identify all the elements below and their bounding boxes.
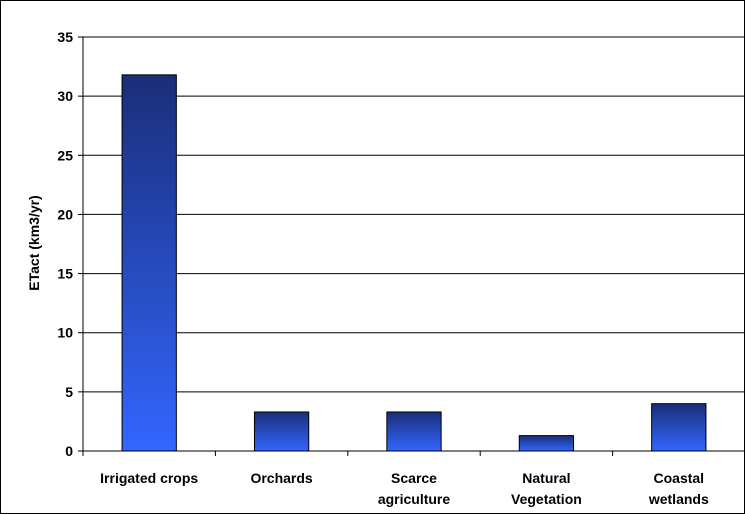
bar bbox=[386, 411, 442, 452]
y-tick-label: 15 bbox=[57, 266, 73, 282]
x-category-label: Scarce bbox=[391, 470, 437, 486]
y-axis-title: ETact (km3/yr) bbox=[26, 195, 42, 290]
bars bbox=[121, 74, 707, 452]
x-category-label: Orchards bbox=[250, 470, 312, 486]
x-category-label: Vegetation bbox=[511, 491, 582, 507]
axes bbox=[78, 36, 744, 456]
y-tick-label: 5 bbox=[65, 384, 73, 400]
y-tick-label: 30 bbox=[57, 88, 73, 104]
bar bbox=[518, 435, 575, 452]
y-tick-label: 10 bbox=[57, 325, 73, 341]
gridlines bbox=[83, 36, 744, 393]
x-category-label: agriculture bbox=[378, 491, 451, 507]
x-category-label: Coastal bbox=[654, 470, 705, 486]
y-tick-label: 25 bbox=[57, 147, 73, 163]
bar bbox=[253, 411, 310, 452]
y-tick-label: 20 bbox=[57, 206, 73, 222]
y-tick-label: 0 bbox=[65, 443, 73, 459]
y-tick-label: 35 bbox=[57, 29, 73, 45]
x-category-label: Natural bbox=[522, 470, 570, 486]
x-category-label: Irrigated crops bbox=[100, 470, 198, 486]
x-category-label: wetlands bbox=[648, 491, 709, 507]
bar bbox=[121, 74, 177, 452]
labels: 0 5 10 15 20 25 30 35 Irrigated crops Orchards Sca… bbox=[57, 29, 709, 507]
bar bbox=[651, 403, 707, 452]
